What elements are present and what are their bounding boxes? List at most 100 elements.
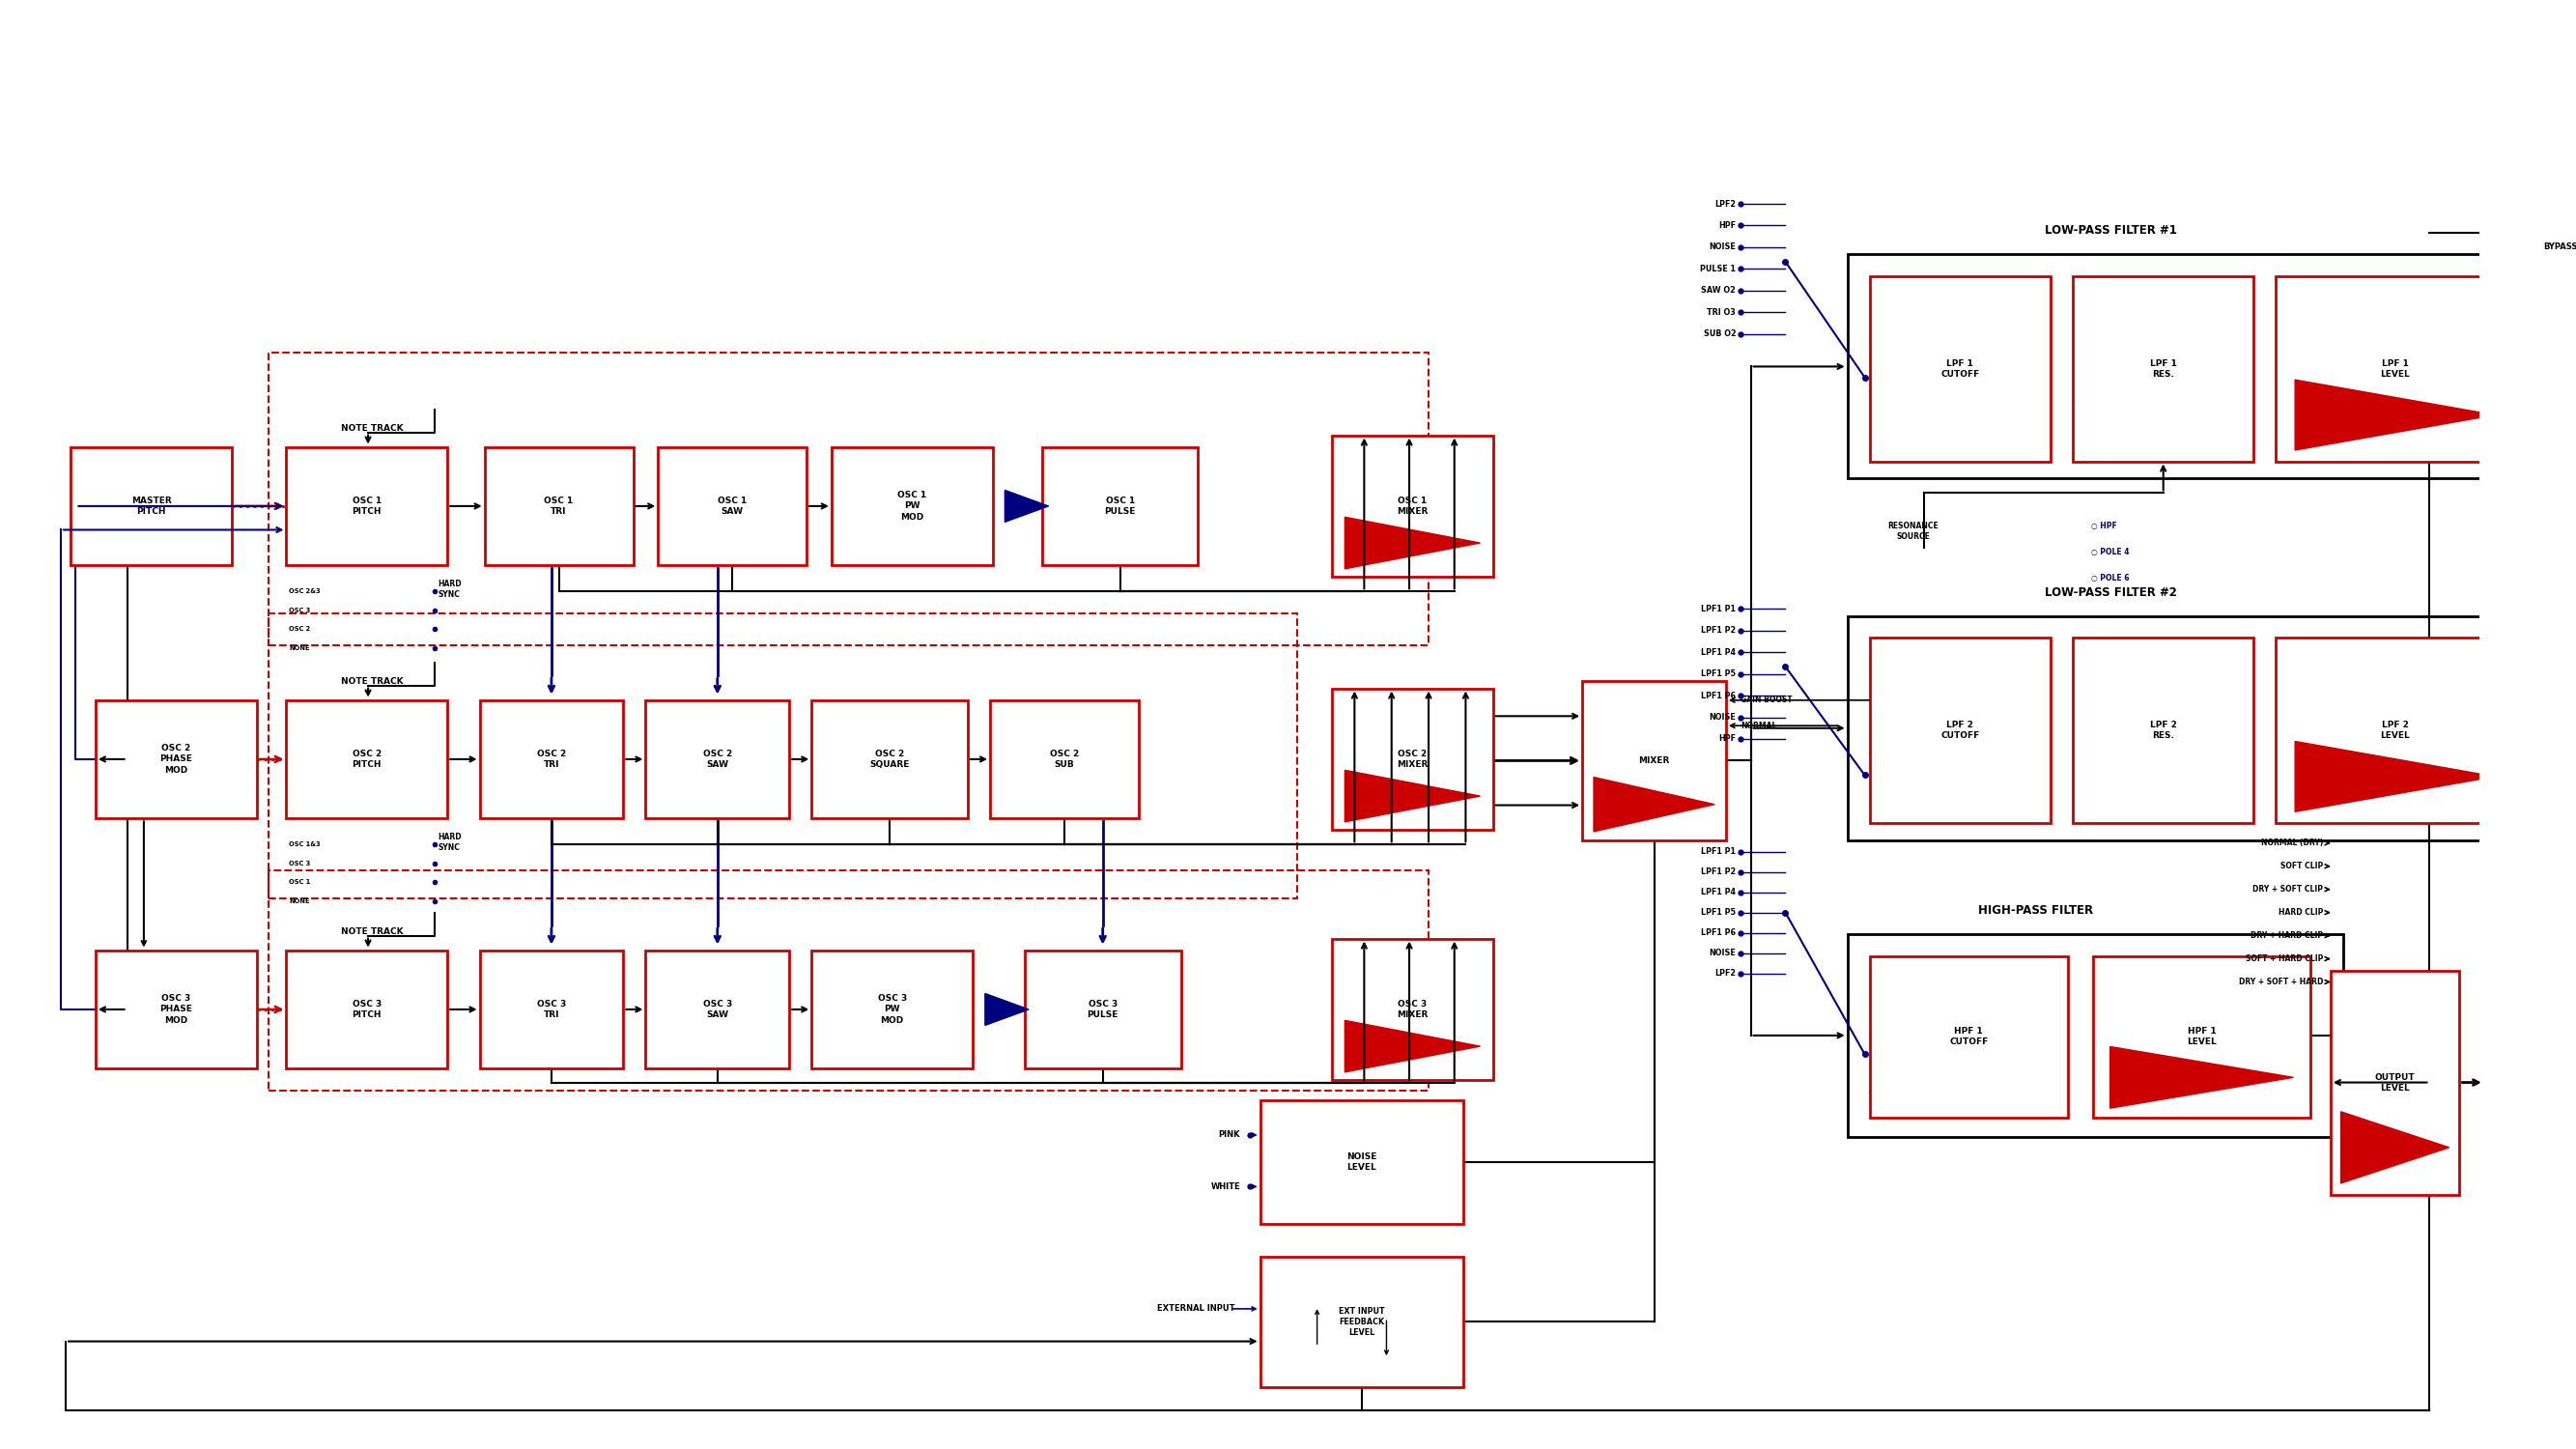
FancyBboxPatch shape [1043,446,1198,565]
Text: OSC 1
SAW: OSC 1 SAW [719,497,747,516]
Text: OSC 2
TRI: OSC 2 TRI [536,749,567,769]
Text: OSC 2
PITCH: OSC 2 PITCH [353,749,381,769]
FancyBboxPatch shape [2092,956,2311,1117]
Text: HARD
SYNC: HARD SYNC [438,580,461,598]
Text: HARD CLIP: HARD CLIP [2277,909,2324,917]
Polygon shape [984,994,1028,1026]
Text: HPF: HPF [1718,222,1736,230]
Text: BYPASS: BYPASS [2543,243,2576,252]
Text: HPF: HPF [1718,735,1736,743]
FancyBboxPatch shape [647,951,788,1069]
Text: OSC 3
SAW: OSC 3 SAW [703,1000,732,1019]
Text: ○ POLE 6: ○ POLE 6 [2092,574,2130,582]
Text: NORMAL (DRY): NORMAL (DRY) [2262,839,2324,848]
Text: OSC 1
MIXER: OSC 1 MIXER [1396,497,1427,516]
FancyBboxPatch shape [2074,277,2254,461]
Text: WHITE: WHITE [1211,1182,1239,1191]
Text: HPF 1
LEVEL: HPF 1 LEVEL [2187,1027,2215,1046]
Text: ○ HPF: ○ HPF [2092,522,2117,530]
FancyBboxPatch shape [1332,939,1494,1081]
Text: OSC 3
PW
MOD: OSC 3 PW MOD [878,994,907,1024]
FancyBboxPatch shape [1332,435,1494,577]
Text: TRI O3: TRI O3 [1708,309,1736,317]
Text: OSC 2
SAW: OSC 2 SAW [703,749,732,769]
Text: OSC 3
PHASE
MOD: OSC 3 PHASE MOD [160,994,193,1024]
Text: LPF 2
RES.: LPF 2 RES. [2151,720,2177,740]
Text: OSC 3
MIXER: OSC 3 MIXER [1396,1000,1427,1019]
Polygon shape [2295,380,2496,451]
Text: OSC 2&3: OSC 2&3 [289,588,319,594]
Text: LPF1 P2: LPF1 P2 [1700,868,1736,877]
Text: LPF 2
LEVEL: LPF 2 LEVEL [2380,720,2409,740]
Text: OSC 3
PULSE: OSC 3 PULSE [1087,1000,1118,1019]
Text: OSC 3: OSC 3 [289,607,309,613]
Text: OSC 2: OSC 2 [289,626,309,632]
Text: LPF2: LPF2 [1716,200,1736,209]
Text: NOISE: NOISE [1708,713,1736,722]
Text: LPF1 P4: LPF1 P4 [1700,648,1736,656]
FancyBboxPatch shape [1870,277,2050,461]
FancyBboxPatch shape [989,700,1139,819]
Text: SUB O2: SUB O2 [1703,330,1736,339]
Text: NORMAL: NORMAL [1741,722,1777,730]
FancyBboxPatch shape [286,700,448,819]
FancyBboxPatch shape [1870,956,2069,1117]
Text: EXTERNAL INPUT: EXTERNAL INPUT [1157,1304,1236,1313]
Text: OSC 1: OSC 1 [289,880,309,885]
Text: HPF 1
CUTOFF: HPF 1 CUTOFF [1950,1027,1989,1046]
Text: LPF1 P1: LPF1 P1 [1700,604,1736,613]
Polygon shape [1345,517,1481,569]
FancyBboxPatch shape [657,446,806,565]
Text: OSC 2
SUB: OSC 2 SUB [1051,749,1079,769]
Text: DRY + HARD CLIP: DRY + HARD CLIP [2251,932,2324,940]
FancyBboxPatch shape [1582,681,1726,840]
Text: LPF1 P6: LPF1 P6 [1700,929,1736,938]
Text: SOFT CLIP: SOFT CLIP [2280,862,2324,871]
FancyBboxPatch shape [647,700,788,819]
FancyBboxPatch shape [832,446,992,565]
Text: LPF1 P5: LPF1 P5 [1700,669,1736,678]
FancyBboxPatch shape [1332,688,1494,830]
Text: LPF 2
CUTOFF: LPF 2 CUTOFF [1940,720,1978,740]
Text: MIXER: MIXER [1638,756,1669,765]
Text: LPF 1
LEVEL: LPF 1 LEVEL [2380,359,2409,378]
Text: OSC 3: OSC 3 [289,861,309,867]
FancyBboxPatch shape [2277,638,2514,823]
Text: NOISE
LEVEL: NOISE LEVEL [1347,1152,1376,1172]
Text: HARD
SYNC: HARD SYNC [438,833,461,852]
Text: SOFT + HARD CLIP: SOFT + HARD CLIP [2246,955,2324,964]
FancyBboxPatch shape [1260,1256,1463,1387]
Text: OSC 1
TRI: OSC 1 TRI [544,497,574,516]
Polygon shape [1595,777,1716,832]
Text: EXT INPUT
FEEDBACK
LEVEL: EXT INPUT FEEDBACK LEVEL [1340,1307,1386,1337]
Text: LOW-PASS FILTER #2: LOW-PASS FILTER #2 [2045,585,2177,598]
Text: PULSE 1: PULSE 1 [1700,265,1736,274]
Text: OSC 2
SQUARE: OSC 2 SQUARE [871,749,909,769]
Text: LPF1 P4: LPF1 P4 [1700,888,1736,897]
Text: NOTE TRACK: NOTE TRACK [340,927,404,936]
Text: NONE: NONE [289,645,309,651]
FancyBboxPatch shape [479,951,623,1069]
Text: OSC 1
PW
MOD: OSC 1 PW MOD [896,491,927,522]
FancyBboxPatch shape [1025,951,1180,1069]
Text: DRY + SOFT + HARD: DRY + SOFT + HARD [2239,978,2324,987]
Text: OSC 3
PITCH: OSC 3 PITCH [353,1000,381,1019]
Text: MASTER
PITCH: MASTER PITCH [131,497,173,516]
FancyBboxPatch shape [2277,277,2514,461]
Polygon shape [2110,1046,2293,1108]
Polygon shape [2342,1111,2450,1184]
Text: HIGH-PASS FILTER: HIGH-PASS FILTER [1978,904,2094,917]
Text: GAIN BOOST: GAIN BOOST [1741,696,1793,704]
Text: OUTPUT
LEVEL: OUTPUT LEVEL [2375,1072,2416,1093]
FancyBboxPatch shape [95,951,258,1069]
FancyBboxPatch shape [286,951,448,1069]
FancyBboxPatch shape [811,951,974,1069]
Text: NOISE: NOISE [1708,949,1736,958]
Text: LPF1 P6: LPF1 P6 [1700,691,1736,700]
FancyBboxPatch shape [2331,971,2460,1194]
Text: ○ POLE 4: ○ POLE 4 [2092,548,2130,556]
FancyBboxPatch shape [70,446,232,565]
Text: LPF1 P2: LPF1 P2 [1700,626,1736,635]
FancyBboxPatch shape [95,700,258,819]
Text: NOTE TRACK: NOTE TRACK [340,423,404,432]
